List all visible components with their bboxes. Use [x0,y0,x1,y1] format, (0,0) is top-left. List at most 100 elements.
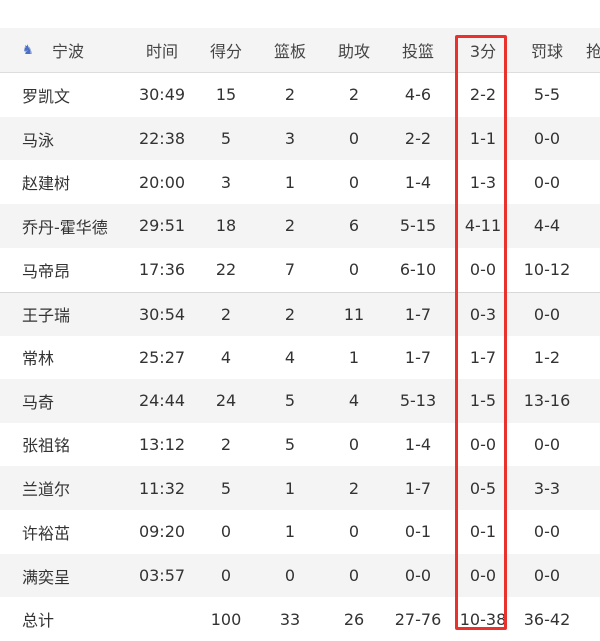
player-name[interactable]: 马奇 [22,392,55,412]
stat-cell: 4 [220,347,232,367]
player-name[interactable]: 兰道尔 [22,480,71,500]
stat-cell: 3-3 [533,478,561,498]
player-name[interactable]: 总计 [22,611,55,631]
col-truncated[interactable]: 抢 [586,42,600,61]
stat-cell: 22:38 [138,129,186,149]
table-row[interactable]: 马泳 22:38 5 3 0 2-2 1-1 0-0 [0,116,600,161]
stat-cell: 1-7 [404,347,432,367]
player-name[interactable]: 罗凯文 [22,86,71,106]
table-row[interactable]: 王子瑞 30:54 2 2 11 1-7 0-3 0-0 [0,291,600,337]
stat-cell: 0-5 [469,478,497,498]
stat-cell: 0 [220,522,232,542]
table-header: ♞ 宁波 时间 得分 篮板 助攻 投篮 3分 罚球 抢 [0,28,600,73]
col-3pt[interactable]: 3分 [469,42,497,61]
highlight-box [455,35,507,630]
player-name[interactable]: 赵建树 [22,174,71,194]
stat-cell: 1-4 [404,434,432,454]
stat-cell: 6-10 [399,260,437,280]
stat-cell: 0-0 [533,434,561,454]
stat-cell: 25:27 [138,347,186,367]
stat-cell: 5-5 [533,85,561,105]
stat-cell: 3 [220,172,232,192]
stat-cell: 5 [284,391,296,411]
stat-cell: 3 [284,129,296,149]
table-row[interactable]: 罗凯文 30:49 15 2 2 4-6 2-2 5-5 [0,73,600,117]
stat-cell: 29:51 [138,216,186,236]
stat-cell: 0-0 [533,566,561,586]
stat-cell: 2 [284,304,296,324]
table-row[interactable]: 张祖铭 13:12 2 5 0 1-4 0-0 0-0 [0,423,600,467]
stat-cell: 0 [284,566,296,586]
stat-cell: 11 [343,304,365,324]
stat-cell: 11:32 [138,478,186,498]
stat-cell: 2-2 [469,85,497,105]
player-name[interactable]: 王子瑞 [22,306,71,326]
col-ft[interactable]: 罚球 [530,42,563,61]
stat-cell: 09:20 [138,522,186,542]
stat-cell: 0-0 [404,566,432,586]
player-name[interactable]: 满奕呈 [22,567,71,587]
team-label: 宁波 [52,42,85,61]
stat-cell: 4-4 [533,216,561,236]
stat-cell: 5-13 [399,391,437,411]
stat-cell: 2 [284,85,296,105]
stat-cell: 0-0 [533,522,561,542]
stat-cell: 33 [279,609,301,629]
stat-cell: 0 [348,566,360,586]
table-row[interactable]: 许裕茁 09:20 0 1 0 0-1 0-1 0-0 [0,510,600,554]
stat-cell: 13:12 [138,434,186,454]
stat-cell: 4-11 [464,216,502,236]
stat-cell: 2 [348,478,360,498]
table-row[interactable]: 兰道尔 11:32 5 1 2 1-7 0-5 3-3 [0,466,600,510]
col-points[interactable]: 得分 [209,42,242,61]
table-row[interactable]: 马奇 24:44 24 5 4 5-13 1-5 13-16 [0,378,600,423]
stat-cell: 22 [215,260,237,280]
stat-cell: 1-5 [469,391,497,411]
stat-cell: 0 [348,260,360,280]
player-name[interactable]: 乔丹-霍华德 [22,217,108,237]
stat-cell: 4 [284,347,296,367]
table-row[interactable]: 满奕呈 03:57 0 0 0 0-0 0-0 0-0 [0,553,600,598]
table-row[interactable]: 常林 25:27 4 4 1 1-7 1-7 1-2 [0,335,600,379]
table-row[interactable]: 马帝昂 17:36 22 7 0 6-10 0-0 10-12 [0,248,600,292]
stat-cell: 5 [220,129,232,149]
stat-cell: 30:54 [138,304,186,324]
player-name[interactable]: 常林 [22,349,55,369]
stat-cell: 2 [220,304,232,324]
col-rebounds[interactable]: 篮板 [273,42,306,61]
stat-cell: 20:00 [138,172,186,192]
col-assists[interactable]: 助攻 [337,42,370,61]
stat-cell [130,597,194,641]
stat-cell: 1-7 [469,347,497,367]
stat-cell: 1 [348,347,360,367]
stat-cell: 0-0 [533,172,561,192]
stat-cell: 2-2 [404,129,432,149]
stat-cell: 0 [348,434,360,454]
stat-cell: 5 [284,434,296,454]
stat-cell: 1 [284,478,296,498]
player-name[interactable]: 马帝昂 [22,261,71,281]
stat-cell: 24:44 [138,391,186,411]
col-time[interactable]: 时间 [145,42,178,61]
stat-cell: 2 [284,216,296,236]
table-row[interactable]: 赵建树 20:00 3 1 0 1-4 1-3 0-0 [0,160,600,204]
player-name[interactable]: 许裕茁 [22,523,71,543]
stat-cell: 0-0 [533,304,561,324]
table-row[interactable]: 乔丹-霍华德 29:51 18 2 6 5-15 4-11 4-4 [0,204,600,248]
stat-cell: 0-0 [533,129,561,149]
stat-cell: 10-12 [523,260,571,280]
player-name[interactable]: 马泳 [22,130,55,150]
stat-cell: 7 [284,260,296,280]
stat-cell: 24 [215,391,237,411]
stat-cell: 26 [343,609,365,629]
stat-cell: 2 [348,85,360,105]
stat-cell: 0-3 [469,304,497,324]
totals-row[interactable]: 总计 100 33 26 27-76 10-38 36-42 [0,597,600,641]
stat-cell: 4-6 [404,85,432,105]
stat-cell: 03:57 [138,566,186,586]
stat-cell: 1-2 [533,347,561,367]
stat-cell: 1-4 [404,172,432,192]
col-fg[interactable]: 投篮 [401,42,434,61]
player-name[interactable]: 张祖铭 [22,436,71,456]
stat-cell: 18 [215,216,237,236]
